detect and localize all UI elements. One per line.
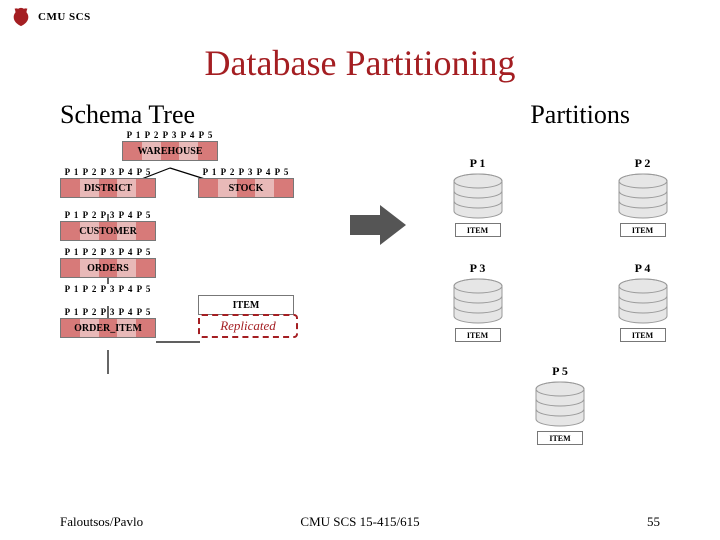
stock-box: STOCK [198,178,294,198]
partition-labels: P 1 P 2 P 3 P 4 P 5 [60,210,156,220]
footer-left: Faloutsos/Pavlo [60,514,143,530]
database-icon [534,381,586,429]
orders-box: ORDERS [60,258,156,278]
p4-label: P 4 [633,261,653,276]
customer-box: CUSTOMER [60,221,156,241]
partition-p2: P 2 ITEM [595,158,690,237]
database-icon [452,278,504,326]
database-icon [452,173,504,221]
footer-center: CMU SCS 15-415/615 [300,514,419,530]
orders-node: P 1 P 2 P 3 P 4 P 5 ORDERS [60,247,320,278]
schema-tree: P 1 P 2 P 3 P 4 P 5 WAREHOUSE P 1 P 2 P … [60,130,320,344]
replicated-label: Replicated [220,318,276,334]
partitions-area: P 1 ITEM P 2 ITEM [430,158,690,445]
partition-labels: P 1 P 2 P 3 P 4 P 5 [122,130,218,140]
item-box: ITEM [198,295,294,315]
district-node: P 1 P 2 P 3 P 4 P 5 DISTRICT [60,167,156,198]
partition-p4: P 4 ITEM [595,263,690,342]
p5-label: P 5 [550,364,570,379]
order-item-node: P 1 P 2 P 3 P 4 P 5 [60,284,156,295]
order-item-group: P 1 P 2 P 3 P 4 P 5 ORDER_ITEM [60,307,156,338]
database-icon [617,278,669,326]
partition-p5: P 5 ITEM [534,366,586,445]
warehouse-node: P 1 P 2 P 3 P 4 P 5 WAREHOUSE [122,130,320,161]
replicated-badge: Replicated [198,314,298,338]
slide-title: Database Partitioning [0,42,720,84]
arrow-icon [350,205,406,245]
item-mini: ITEM [537,431,583,445]
partitions-heading: Partitions [530,100,630,130]
partition-labels: P 1 P 2 P 3 P 4 P 5 [60,247,156,257]
item-label: ITEM [233,300,260,311]
warehouse-label: WAREHOUSE [137,146,202,157]
schema-tree-heading: Schema Tree [60,100,195,130]
customer-node: P 1 P 2 P 3 P 4 P 5 CUSTOMER [60,210,320,241]
order-item-box: ORDER_ITEM [60,318,156,338]
p1-label: P 1 [468,156,488,171]
slide-footer: Faloutsos/Pavlo CMU SCS 15-415/615 55 [0,514,720,530]
order-item-label: ORDER_ITEM [74,323,142,334]
stock-node: P 1 P 2 P 3 P 4 P 5 STOCK [198,167,294,198]
section-headers: Schema Tree Partitions [0,100,720,130]
district-label: DISTRICT [84,183,132,194]
customer-label: CUSTOMER [79,226,137,237]
p3-label: P 3 [468,261,488,276]
item-mini: ITEM [455,328,501,342]
partition-labels: P 1 P 2 P 3 P 4 P 5 [60,167,156,177]
database-icon [617,173,669,221]
item-mini: ITEM [455,223,501,237]
header-org: CMU SCS [38,11,91,23]
item-mini: ITEM [620,223,666,237]
slide-header: CMU SCS [0,0,720,34]
warehouse-box: WAREHOUSE [122,141,218,161]
district-box: DISTRICT [60,178,156,198]
item-mini: ITEM [620,328,666,342]
cmu-logo-icon [10,6,32,28]
diagram-area: P 1 P 2 P 3 P 4 P 5 WAREHOUSE P 1 P 2 P … [0,130,720,490]
partition-p1: P 1 ITEM [430,158,525,237]
stock-label: STOCK [229,183,264,194]
partition-p3: P 3 ITEM [430,263,525,342]
orders-label: ORDERS [87,263,129,274]
p2-label: P 2 [633,156,653,171]
partition-labels: P 1 P 2 P 3 P 4 P 5 [60,307,156,317]
partition-labels: P 1 P 2 P 3 P 4 P 5 [198,167,294,177]
partition-labels: P 1 P 2 P 3 P 4 P 5 [60,284,156,294]
footer-right: 55 [647,514,660,530]
